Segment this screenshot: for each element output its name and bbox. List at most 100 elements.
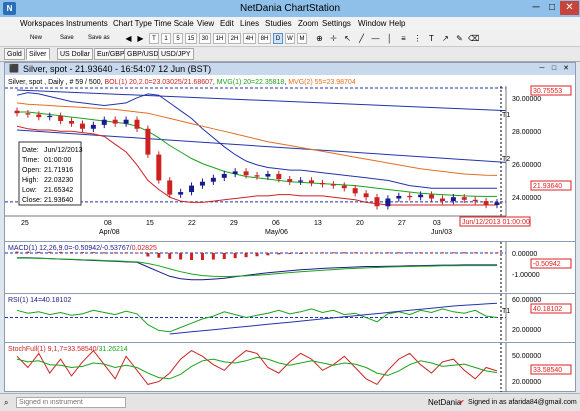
timeframe-2h[interactable]: 2H	[228, 33, 241, 44]
menu-view[interactable]: View	[197, 19, 215, 28]
tab-eur-gbp[interactable]: Eur/GBP	[94, 48, 128, 60]
macd-histogram-bar	[233, 253, 237, 259]
tab-gold[interactable]: Gold	[4, 48, 25, 60]
chart-minimize-button[interactable]: ─	[539, 65, 545, 72]
chart-close-button[interactable]: ✕	[563, 65, 569, 72]
instrument-tabs: Gold Silver US Dollar Eur/GBP GBP/USD US…	[0, 47, 580, 62]
candle-body	[123, 119, 129, 124]
macd-histogram-bar	[179, 253, 183, 260]
candle-body	[36, 114, 42, 118]
save-as-button[interactable]: Save as	[88, 35, 110, 41]
timeframe-8h[interactable]: 8H	[258, 33, 271, 44]
menu-chart-type[interactable]: Chart Type	[113, 19, 152, 28]
menu-window[interactable]: Window	[358, 19, 387, 28]
zoom-in-icon[interactable]: ⊕	[316, 34, 323, 43]
horizontal-line-icon[interactable]: ―	[371, 34, 380, 43]
candle-body	[265, 173, 271, 177]
info-value: 01:00:00	[44, 157, 71, 164]
menu-help[interactable]: Help	[389, 19, 406, 28]
candle-body	[90, 124, 96, 129]
timeframe-m[interactable]: M	[297, 33, 307, 44]
menu-workspaces[interactable]: Workspaces	[20, 19, 64, 28]
date-tick: 06	[272, 220, 280, 227]
macd-histogram-bar	[15, 251, 19, 253]
macd-histogram-bar	[102, 252, 106, 254]
timeframe-1[interactable]: 1	[161, 33, 171, 44]
macd-histogram-bar	[266, 253, 270, 256]
menu-time-scale[interactable]: Time Scale	[154, 19, 194, 28]
timeframe-30[interactable]: 30	[199, 33, 211, 44]
timeframe-15[interactable]: 15	[185, 33, 197, 44]
price-header-main: Silver, spot , Daily , # 59 / 500,	[8, 79, 105, 86]
macd-histogram-bar	[91, 252, 95, 254]
menu-settings[interactable]: Settings	[322, 19, 351, 28]
timeframe-t[interactable]: T	[149, 33, 159, 44]
timeframe-1h[interactable]: 1H	[213, 33, 226, 44]
date-tick: 08	[104, 220, 112, 227]
tab-silver[interactable]: Silver	[26, 48, 50, 60]
eraser-icon[interactable]: ⌫	[468, 34, 480, 43]
crosshair-icon[interactable]: ✛	[330, 34, 337, 43]
rsi-chart[interactable]: RSI(1) 14=40.18102 T1 60.00000 40.18102 …	[5, 293, 575, 341]
macd-histogram-bar	[408, 252, 412, 254]
timeframe-4h[interactable]: 4H	[243, 33, 256, 44]
line-icon[interactable]: ╱	[359, 34, 364, 43]
candle-body	[134, 119, 140, 129]
timeframe-w[interactable]: W	[285, 33, 295, 44]
maximize-button[interactable]: □	[548, 2, 556, 13]
candle-body	[156, 154, 162, 181]
top-price-label: 30.75553	[533, 88, 562, 95]
macd-chart[interactable]: MACD(1) 12,26,9.0=-0.50942/-0.53767/0.02…	[5, 241, 575, 292]
macd-histogram-bar	[462, 252, 466, 254]
macd-header-hist: 0.02825	[132, 245, 157, 252]
candle-body	[461, 197, 467, 200]
text-icon[interactable]: T	[429, 34, 434, 43]
price-chart[interactable]: Silver, spot , Daily , # 59 / 500, BOL(1…	[5, 76, 575, 239]
pencil-icon[interactable]: ✎	[456, 34, 463, 43]
minimize-button[interactable]: ─	[532, 2, 540, 13]
info-label: Date:	[22, 147, 39, 154]
menu-lines[interactable]: Lines	[240, 19, 260, 28]
candle-body	[254, 175, 260, 177]
tab-us-dollar[interactable]: US Dollar	[57, 48, 93, 60]
candle-body	[298, 180, 304, 182]
trendline-t1	[16, 89, 507, 112]
timeframe-5[interactable]: 5	[173, 33, 183, 44]
instrument-search-input[interactable]	[16, 397, 126, 408]
chart-window-titlebar: ⬛ Silver, spot - 21.93640 - 16:54:07 12 …	[5, 63, 575, 75]
menu-studies[interactable]: Studies	[265, 19, 292, 28]
tab-gbp-usd[interactable]: GBP/USD	[124, 48, 162, 60]
info-label: Time:	[22, 157, 39, 164]
tab-usd-jpy[interactable]: USD/JPY	[158, 48, 194, 60]
menu-edit[interactable]: Edit	[220, 19, 234, 28]
price-tick: 28.00000	[512, 129, 541, 136]
date-tick: 20	[356, 220, 364, 227]
macd-histogram-bar	[200, 253, 204, 260]
macd-histogram-bar	[310, 252, 314, 254]
arrow-right-icon[interactable]: ▶	[137, 34, 144, 43]
timeframe-d[interactable]: D	[273, 33, 283, 44]
macd-histogram-bar	[222, 253, 226, 260]
channel-icon[interactable]: ≡	[401, 34, 406, 43]
window-title: NetDania ChartStation	[239, 3, 341, 14]
close-button[interactable]: ✕	[560, 1, 579, 15]
menu-zoom[interactable]: Zoom	[298, 19, 319, 28]
vertical-line-icon[interactable]: │	[387, 34, 392, 43]
chart-maximize-button[interactable]: □	[551, 65, 557, 72]
macd-histogram-bar	[342, 252, 346, 254]
stoch-chart[interactable]: StochFull(1) 9,1,7=33.58540/31.26214 50.…	[5, 342, 575, 392]
menu-instruments[interactable]: Instruments	[66, 19, 108, 28]
rsi-current-label: 40.18102	[533, 306, 562, 313]
arrow-left-icon[interactable]: ◀	[125, 34, 132, 43]
save-button[interactable]: Save	[60, 35, 74, 41]
new-button[interactable]: New	[30, 35, 43, 41]
date-tick: 03	[433, 220, 441, 227]
info-value: 21.65342	[44, 187, 73, 194]
cursor-icon[interactable]: ↖	[344, 34, 351, 43]
candle-body	[287, 179, 293, 182]
fibonacci-icon[interactable]: ⋮	[413, 34, 422, 43]
arrow-icon[interactable]: ↗	[442, 34, 449, 43]
series-line-mvg-1-20	[17, 111, 497, 197]
macd-histogram-bar	[320, 252, 324, 254]
ohlc-info-rows: Date: Jun/12/2013 Time: 01:00:00 Open: 2…	[22, 147, 83, 204]
